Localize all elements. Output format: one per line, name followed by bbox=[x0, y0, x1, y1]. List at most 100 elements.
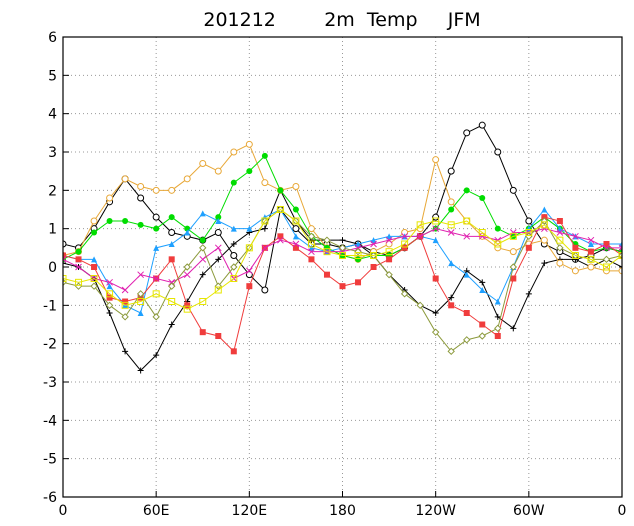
marker bbox=[618, 244, 622, 252]
marker bbox=[525, 290, 532, 297]
marker bbox=[261, 214, 268, 221]
marker bbox=[448, 206, 455, 213]
marker bbox=[370, 237, 377, 244]
marker bbox=[307, 225, 315, 233]
marker bbox=[323, 236, 331, 244]
marker bbox=[137, 367, 144, 374]
marker bbox=[261, 225, 268, 232]
marker bbox=[245, 244, 253, 252]
marker bbox=[137, 194, 145, 202]
marker bbox=[432, 156, 440, 164]
marker bbox=[199, 329, 206, 336]
marker bbox=[602, 267, 610, 275]
marker bbox=[540, 236, 548, 244]
marker bbox=[572, 244, 579, 251]
marker bbox=[448, 260, 455, 267]
y-tick-label: 5 bbox=[48, 68, 57, 84]
marker bbox=[91, 256, 98, 263]
marker bbox=[355, 279, 362, 286]
marker bbox=[401, 232, 408, 240]
x-tick-label: 60W bbox=[513, 503, 545, 519]
marker bbox=[106, 218, 113, 224]
marker bbox=[509, 232, 517, 240]
marker bbox=[261, 286, 269, 294]
marker bbox=[355, 256, 362, 263]
marker bbox=[292, 183, 300, 190]
marker bbox=[292, 225, 300, 233]
marker bbox=[463, 271, 470, 278]
marker bbox=[494, 324, 502, 333]
marker bbox=[308, 244, 315, 251]
marker bbox=[525, 244, 532, 251]
marker bbox=[463, 310, 470, 316]
y-tick-label: 4 bbox=[48, 107, 57, 123]
marker bbox=[463, 129, 471, 137]
y-tick-label: -2 bbox=[43, 337, 57, 353]
marker bbox=[556, 244, 564, 252]
marker bbox=[215, 218, 222, 224]
marker bbox=[106, 290, 114, 298]
marker bbox=[214, 167, 222, 175]
marker bbox=[230, 241, 237, 247]
marker bbox=[261, 152, 268, 159]
marker bbox=[571, 267, 579, 275]
marker bbox=[386, 233, 393, 240]
marker bbox=[75, 263, 82, 271]
marker bbox=[556, 229, 564, 236]
marker bbox=[323, 244, 330, 251]
marker bbox=[619, 264, 622, 270]
x-tick-label: 120W bbox=[415, 503, 456, 519]
marker bbox=[292, 244, 299, 251]
marker bbox=[494, 313, 501, 320]
marker bbox=[370, 264, 377, 270]
marker bbox=[494, 240, 502, 248]
marker bbox=[478, 121, 486, 129]
marker bbox=[121, 175, 129, 183]
y-tick-label: 0 bbox=[48, 260, 57, 276]
marker bbox=[121, 313, 129, 321]
marker bbox=[494, 333, 501, 339]
marker bbox=[230, 179, 237, 186]
series-line bbox=[63, 154, 622, 260]
marker bbox=[122, 218, 129, 224]
marker bbox=[432, 213, 440, 221]
marker bbox=[509, 186, 517, 194]
marker bbox=[215, 333, 222, 339]
marker bbox=[386, 256, 393, 263]
marker bbox=[215, 256, 222, 263]
marker bbox=[230, 263, 238, 271]
marker bbox=[106, 194, 114, 202]
marker bbox=[478, 332, 486, 340]
y-tick-label: 3 bbox=[48, 145, 57, 161]
marker bbox=[494, 148, 502, 156]
marker bbox=[230, 148, 238, 156]
marker bbox=[510, 325, 517, 332]
marker bbox=[401, 240, 409, 248]
marker bbox=[199, 210, 206, 217]
marker bbox=[245, 140, 253, 148]
marker bbox=[137, 310, 144, 316]
marker bbox=[525, 229, 533, 236]
y-tick-label: -3 bbox=[43, 375, 57, 391]
marker bbox=[618, 267, 622, 275]
marker bbox=[261, 179, 269, 187]
marker bbox=[137, 294, 144, 301]
marker bbox=[137, 298, 145, 305]
marker bbox=[479, 321, 486, 328]
marker bbox=[292, 233, 299, 240]
marker bbox=[463, 217, 471, 225]
marker bbox=[199, 160, 207, 167]
marker bbox=[447, 347, 455, 356]
marker bbox=[618, 251, 622, 260]
marker bbox=[152, 290, 160, 298]
marker bbox=[63, 255, 67, 263]
marker bbox=[354, 247, 362, 256]
x-tick-label: 0 bbox=[59, 503, 68, 519]
marker bbox=[214, 286, 222, 294]
marker bbox=[63, 275, 67, 282]
marker bbox=[540, 217, 549, 225]
marker bbox=[153, 244, 160, 251]
marker bbox=[370, 240, 377, 248]
marker bbox=[447, 167, 455, 175]
marker bbox=[416, 232, 424, 240]
